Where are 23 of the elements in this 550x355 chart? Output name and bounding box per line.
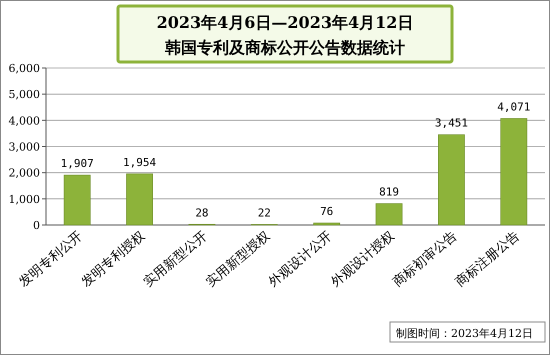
bar — [500, 118, 528, 226]
chart-subtitle: 韩国专利及商标公开公告数据统计 — [164, 38, 405, 57]
data-label: 22 — [258, 206, 271, 220]
bar — [126, 174, 153, 226]
y-tick-label: 5,000 — [8, 88, 40, 102]
data-label: 76 — [320, 205, 334, 218]
text: 制图时间：2023年4月12日 — [396, 327, 533, 340]
bar — [438, 134, 465, 226]
data-label: 4,071 — [497, 100, 530, 114]
y-tick-label: 1,000 — [8, 192, 40, 206]
data-label: 28 — [195, 206, 209, 220]
y-tick-label: 2,000 — [8, 166, 40, 180]
data-label: 1,907 — [60, 157, 94, 170]
y-tick-label: 3,000 — [8, 140, 40, 154]
y-tick-label: 6,000 — [8, 62, 40, 75]
bar — [64, 174, 91, 226]
chart-title: 2023年4月6日—2023年4月12日 — [156, 13, 414, 32]
y-tick-label: 0 — [33, 219, 40, 232]
y-tick-label: 4,000 — [8, 114, 40, 128]
data-label: 3,451 — [434, 116, 468, 130]
data-label: 819 — [379, 186, 399, 199]
data-label: 1,954 — [123, 156, 156, 169]
bar — [376, 203, 402, 226]
